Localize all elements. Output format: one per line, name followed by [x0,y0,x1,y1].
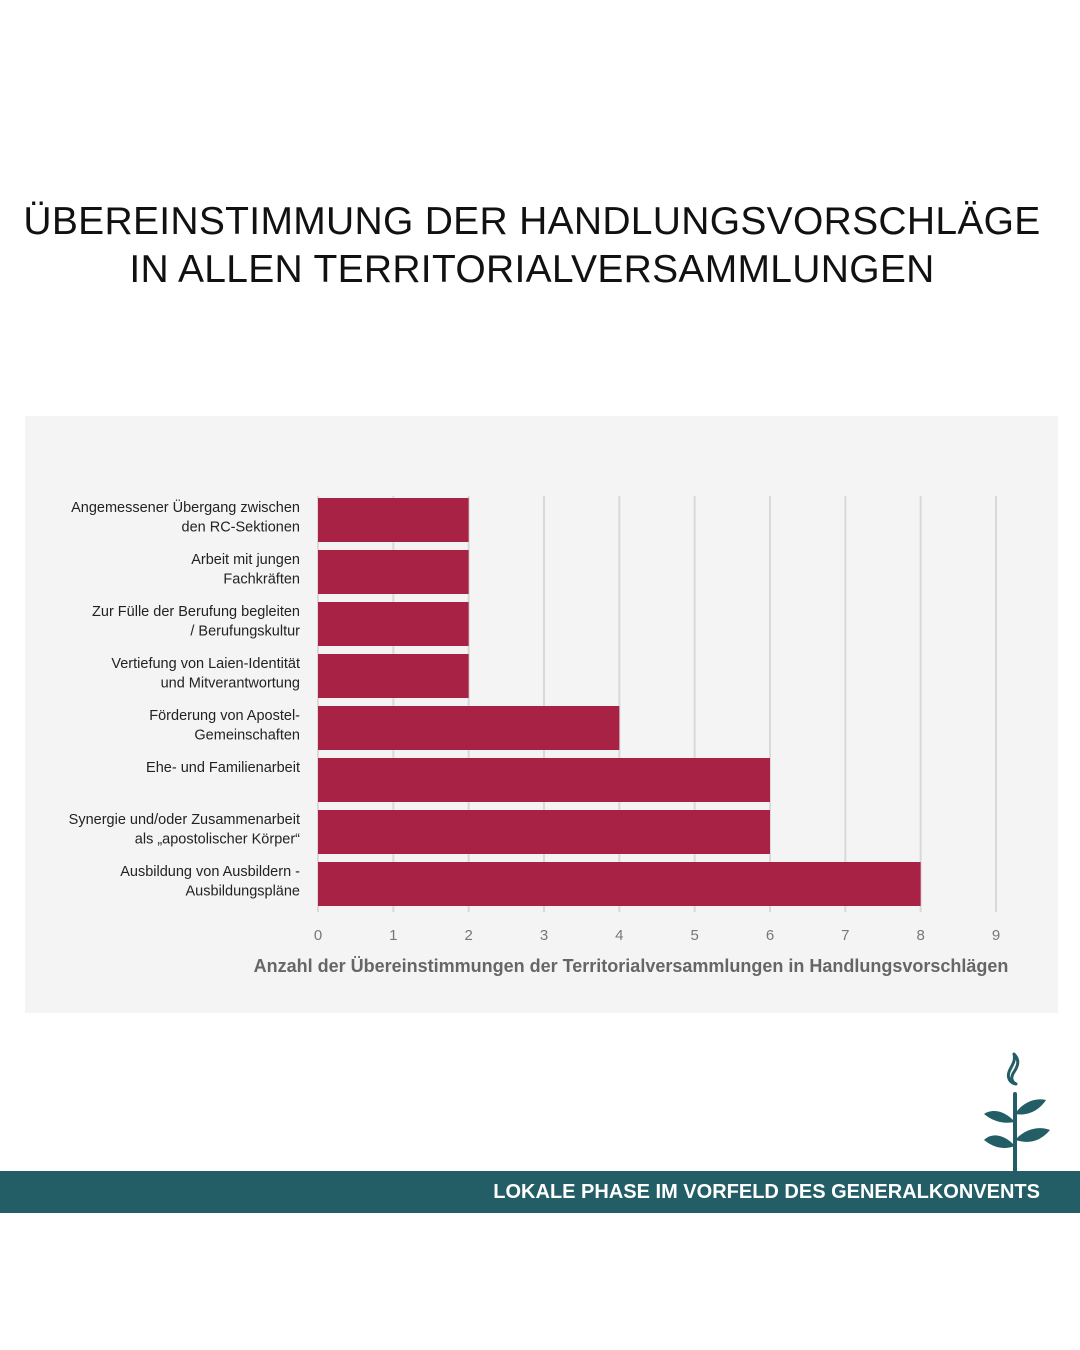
category-label-line: den RC-Sektionen [182,520,301,536]
x-tick-label: 9 [992,927,1000,944]
category-label-line: als „apostolischer Körper“ [135,832,300,848]
chart-panel: Angemessener Übergang zwischen den RC-Sek… [25,416,1058,1013]
x-tick-labels: 0 1 2 3 4 5 6 7 8 9 [314,927,1000,944]
bar [318,758,770,802]
x-axis-label: Anzahl der Übereinstimmungen der Territo… [254,956,1009,976]
category-label: Ehe- und Familienarbeit [146,760,300,776]
footer-text: LOKALE PHASE IM VORFELD DES GENERALKONVE… [493,1181,1040,1203]
category-label-line: Zur Fülle der Berufung begleiten [92,604,300,620]
category-label-line: Fachkräften [223,572,300,588]
category-label-line: Arbeit mit jungen [191,552,300,568]
category-label-line: / Berufungskultur [190,624,300,640]
bar [318,706,620,750]
bar [318,654,469,698]
category-label: Zur Fülle der Berufung begleiten / Berufu… [92,604,300,640]
bar [318,810,770,854]
x-tick-label: 4 [615,927,623,944]
page-title: ÜBEREINSTIMMUNG DER HANDLUNGSVORSCHLÄGE … [0,198,1064,294]
category-label-line: Synergie und/oder Zusammenarbeit [69,812,300,828]
x-tick-label: 0 [314,927,322,944]
category-label-line: Vertiefung von Laien-Identität [111,656,300,672]
page-title-line-2: IN ALLEN TERRITORIALVERSAMMLUNGEN [129,248,935,291]
category-label: Arbeit mit jungen Fachkräften [191,552,300,588]
x-tick-label: 2 [464,927,472,944]
bar [318,862,921,906]
plant-sprout-icon [984,1052,1050,1172]
category-label-line: Förderung von Apostel- [149,708,300,724]
category-label: Ausbildung von Ausbildern - Ausbildungspl… [120,864,300,900]
x-tick-label: 1 [389,927,397,944]
bar [318,602,469,646]
x-tick-label: 7 [841,927,849,944]
category-label: Förderung von Apostel- Gemeinschaften [149,708,300,744]
category-label: Vertiefung von Laien-Identität und Mitver… [111,656,300,692]
category-label-line: und Mitverantwortung [161,676,300,692]
x-tick-label: 3 [540,927,548,944]
page-title-line-1: ÜBEREINSTIMMUNG DER HANDLUNGSVORSCHLÄGE [23,200,1041,243]
x-tick-label: 6 [766,927,774,944]
category-label: Synergie und/oder Zusammenarbeit als „apo… [69,812,300,848]
category-label-line: Angemessener Übergang zwischen [71,498,300,516]
category-label-line: Ehe- und Familienarbeit [146,760,300,776]
bar [318,498,469,542]
x-tick-label: 5 [690,927,698,944]
category-label-line: Ausbildungspläne [186,884,300,900]
bar [318,550,469,594]
footer-band: LOKALE PHASE IM VORFELD DES GENERALKONVE… [0,1171,1080,1213]
category-label-line: Ausbildung von Ausbildern - [120,864,300,880]
x-tick-label: 8 [916,927,924,944]
category-label: Angemessener Übergang zwischen den RC-Sek… [71,498,300,536]
category-label-line: Gemeinschaften [194,728,300,744]
category-labels: Angemessener Übergang zwischen den RC-Sek… [69,498,300,900]
bar-chart: Angemessener Übergang zwischen den RC-Sek… [69,496,1009,976]
bars [318,498,921,906]
